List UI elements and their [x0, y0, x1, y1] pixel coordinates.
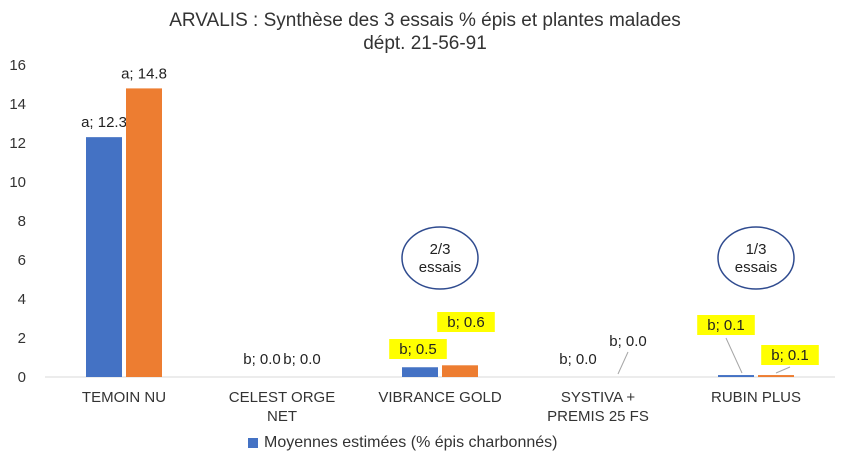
- x-tick-label: NET: [267, 408, 297, 425]
- leader-line: [617, 351, 629, 375]
- data-label: b; 0.1: [707, 317, 745, 334]
- data-label: b; 0.0: [243, 351, 281, 368]
- data-label: b; 0.6: [447, 314, 485, 331]
- y-tick-label: 4: [18, 291, 26, 308]
- y-tick-label: 6: [18, 252, 26, 269]
- x-tick-label: PREMIS 25 FS: [547, 408, 649, 425]
- y-tick-label: 2: [18, 330, 26, 347]
- y-tick-label: 12: [9, 135, 26, 152]
- data-label: a; 12.3: [81, 114, 127, 131]
- annotation-text: 2/3: [430, 241, 451, 258]
- leader-line: [775, 366, 791, 374]
- chart-title: ARVALIS : Synthèse des 3 essais % épis e…: [169, 10, 681, 31]
- chart-subtitle: dépt. 21-56-91: [363, 33, 487, 54]
- x-tick-label: SYSTIVA +: [561, 389, 636, 406]
- x-tick-label: TEMOIN NU: [82, 389, 166, 406]
- y-tick-label: 0: [18, 369, 26, 386]
- y-tick-label: 10: [9, 174, 26, 191]
- data-label: a; 14.8: [121, 65, 167, 82]
- bar: [126, 88, 162, 378]
- bar: [86, 137, 122, 377]
- legend-swatch-series-1: [248, 438, 258, 448]
- bar: [758, 375, 794, 377]
- annotation-text: 1/3: [746, 241, 767, 258]
- data-label: b; 0.1: [771, 347, 809, 364]
- data-label-highlight: [437, 312, 495, 332]
- x-tick-label: RUBIN PLUS: [711, 389, 801, 406]
- y-tick-label: 8: [18, 213, 26, 230]
- annotation-text: essais: [735, 259, 778, 276]
- annotation-ellipse: [401, 226, 479, 290]
- annotation-ellipse: [717, 226, 795, 290]
- bar: [402, 367, 438, 377]
- data-label-highlight: [389, 339, 447, 359]
- legend: Moyennes estimées (% épis charbonnés): [248, 434, 557, 452]
- data-label-highlight: [697, 315, 755, 335]
- leader-line: [725, 337, 743, 374]
- data-label: b; 0.0: [283, 351, 321, 368]
- bar: [718, 375, 754, 377]
- x-tick-label: CELEST ORGE: [229, 389, 335, 406]
- y-tick-label: 14: [9, 96, 26, 113]
- y-tick-label: 16: [9, 57, 26, 74]
- data-label: b; 0.0: [559, 351, 597, 368]
- data-label-highlight: [761, 345, 819, 365]
- data-label: b; 0.0: [609, 333, 647, 350]
- x-tick-label: VIBRANCE GOLD: [378, 389, 502, 406]
- annotation-text: essais: [419, 259, 462, 276]
- bar: [442, 365, 478, 377]
- data-label: b; 0.5: [399, 341, 437, 358]
- legend-label-series-1: Moyennes estimées (% épis charbonnés): [264, 434, 558, 451]
